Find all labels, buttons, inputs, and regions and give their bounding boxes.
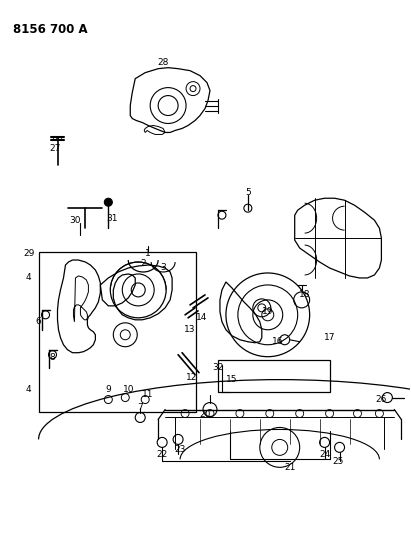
Text: 18: 18 [299, 290, 310, 300]
Bar [218, 360, 330, 392]
Text: 12: 12 [186, 373, 198, 382]
Text: 20: 20 [199, 410, 211, 419]
Text: 26: 26 [376, 395, 387, 404]
Text: 17: 17 [324, 333, 335, 342]
Text: 25: 25 [332, 457, 343, 466]
Text: 9: 9 [106, 385, 111, 394]
Text: 21: 21 [284, 463, 296, 472]
Text: 14: 14 [196, 313, 208, 322]
Text: 23: 23 [174, 445, 186, 454]
Text: 28: 28 [157, 58, 169, 67]
Text: 4: 4 [26, 385, 31, 394]
Text: 6: 6 [36, 317, 42, 326]
Text: 27: 27 [50, 144, 61, 153]
Bar [39, 252, 196, 411]
Text: 2: 2 [141, 259, 146, 268]
Text: 16: 16 [272, 337, 284, 346]
Text: 10: 10 [122, 385, 134, 394]
Text: 15: 15 [226, 375, 238, 384]
Text: 5: 5 [245, 188, 251, 197]
Text: 29: 29 [23, 248, 34, 257]
Text: 30: 30 [70, 216, 81, 224]
Text: 32: 32 [212, 363, 224, 372]
Text: 8: 8 [50, 353, 55, 362]
Circle shape [104, 198, 112, 206]
Text: 8156 700 A: 8156 700 A [13, 23, 87, 36]
Text: 4: 4 [26, 273, 31, 282]
Text: 11: 11 [143, 390, 154, 399]
Text: 24: 24 [319, 450, 330, 459]
Text: 7: 7 [137, 403, 143, 412]
Text: 13: 13 [184, 325, 196, 334]
Text: 31: 31 [106, 214, 118, 223]
Text: 19: 19 [262, 308, 274, 317]
Text: 1: 1 [145, 248, 151, 257]
Text: 3: 3 [160, 263, 166, 272]
Text: 22: 22 [157, 450, 168, 459]
